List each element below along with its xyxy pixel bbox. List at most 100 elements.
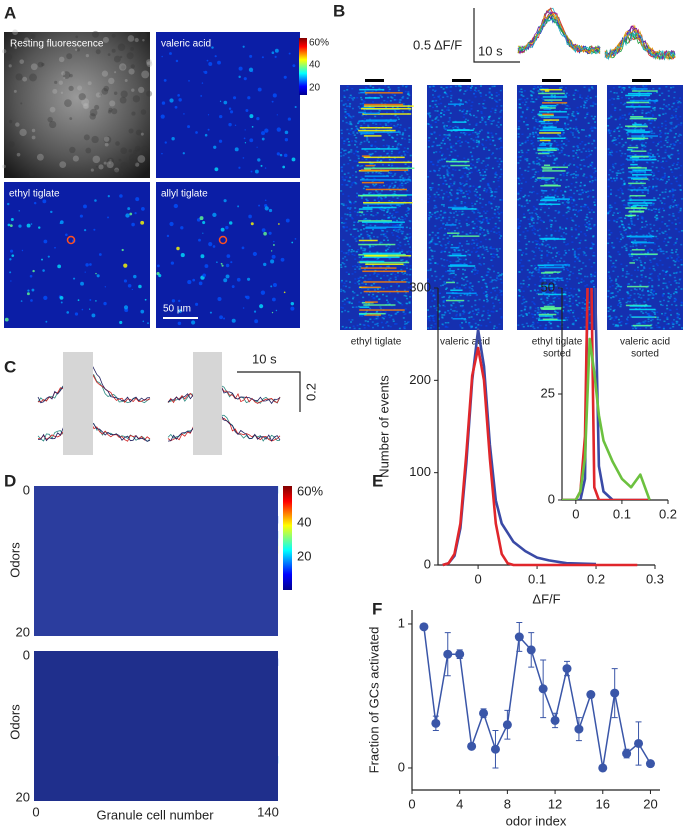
pixel — [370, 205, 373, 208]
pixel — [636, 259, 639, 261]
pixel — [456, 155, 459, 157]
texture — [92, 30, 99, 38]
pixel — [554, 189, 557, 191]
speckle — [7, 223, 11, 227]
pixel — [402, 103, 405, 105]
pixel — [614, 266, 617, 268]
pixel — [393, 124, 396, 127]
pixel — [536, 326, 539, 329]
pixel — [399, 224, 402, 226]
pixel — [557, 212, 560, 214]
pixel — [378, 155, 381, 157]
pixel — [433, 199, 436, 202]
pixel — [361, 277, 364, 279]
pixel — [591, 130, 594, 132]
pixel — [524, 227, 527, 230]
pixel — [641, 206, 644, 208]
pixel — [438, 310, 441, 313]
pixel — [575, 118, 578, 121]
speckle — [131, 288, 133, 291]
speckle — [274, 55, 277, 58]
pixel — [676, 163, 679, 166]
pixel — [519, 167, 522, 170]
pixel — [672, 142, 675, 145]
pixel — [550, 228, 553, 231]
pixel — [401, 250, 404, 253]
pixel — [492, 311, 495, 313]
pixel — [664, 151, 667, 154]
pixel — [538, 317, 541, 319]
pixel — [530, 215, 533, 218]
pixel — [362, 101, 365, 104]
pixel — [532, 251, 535, 253]
pixel — [607, 295, 610, 298]
pixel — [355, 306, 358, 308]
speckle — [203, 71, 205, 73]
pixel — [493, 85, 496, 88]
pixel — [450, 146, 453, 149]
streak — [364, 301, 378, 303]
speckle — [187, 280, 192, 285]
speckle — [125, 213, 130, 218]
speckle — [260, 164, 263, 167]
pixel — [487, 317, 490, 320]
pixel — [444, 321, 447, 324]
pixel — [375, 315, 378, 317]
pixel — [340, 100, 343, 102]
pixel — [493, 231, 496, 233]
texture — [146, 61, 153, 68]
pixel — [658, 114, 661, 117]
pixel — [384, 315, 387, 318]
pixel — [439, 196, 442, 199]
pixel — [541, 260, 544, 262]
pixel — [352, 296, 355, 299]
pixel — [409, 233, 412, 235]
pixel — [648, 136, 651, 139]
pixel — [479, 226, 482, 229]
pixel — [465, 183, 468, 185]
streak — [358, 161, 412, 164]
streak — [541, 105, 557, 107]
pixel — [458, 189, 461, 192]
pixel — [386, 301, 389, 303]
pixel — [641, 148, 644, 150]
pixel — [459, 85, 462, 88]
pixel — [543, 282, 546, 284]
pixel — [540, 298, 543, 301]
pixel — [621, 269, 624, 272]
pixel — [550, 224, 553, 226]
pixel — [348, 123, 351, 125]
pixel — [442, 250, 445, 253]
pixel — [444, 282, 447, 285]
speckle — [268, 208, 273, 213]
pixel — [580, 105, 583, 108]
pixel — [491, 247, 494, 250]
speckle — [268, 231, 272, 235]
texture — [124, 79, 128, 82]
pixel — [631, 103, 634, 105]
pixel — [488, 96, 491, 99]
pixel — [560, 86, 563, 89]
pixel — [495, 205, 498, 208]
streak — [358, 208, 373, 210]
pixel — [532, 132, 535, 134]
pixel — [385, 208, 388, 210]
pixel — [407, 160, 410, 163]
pixel — [529, 307, 532, 310]
pixel — [374, 224, 377, 227]
pixel — [395, 228, 398, 231]
speckle — [202, 273, 206, 278]
speckle — [264, 167, 267, 169]
pixel — [369, 85, 372, 87]
speckle — [228, 107, 232, 110]
pixel — [353, 327, 356, 330]
pixel — [446, 237, 449, 239]
pixel — [577, 137, 580, 139]
texture — [92, 155, 101, 164]
pixel — [521, 101, 524, 104]
pixel — [558, 200, 561, 202]
pixel — [592, 225, 595, 227]
pixel — [532, 227, 535, 229]
pixel — [496, 294, 499, 296]
pixel — [448, 154, 451, 157]
